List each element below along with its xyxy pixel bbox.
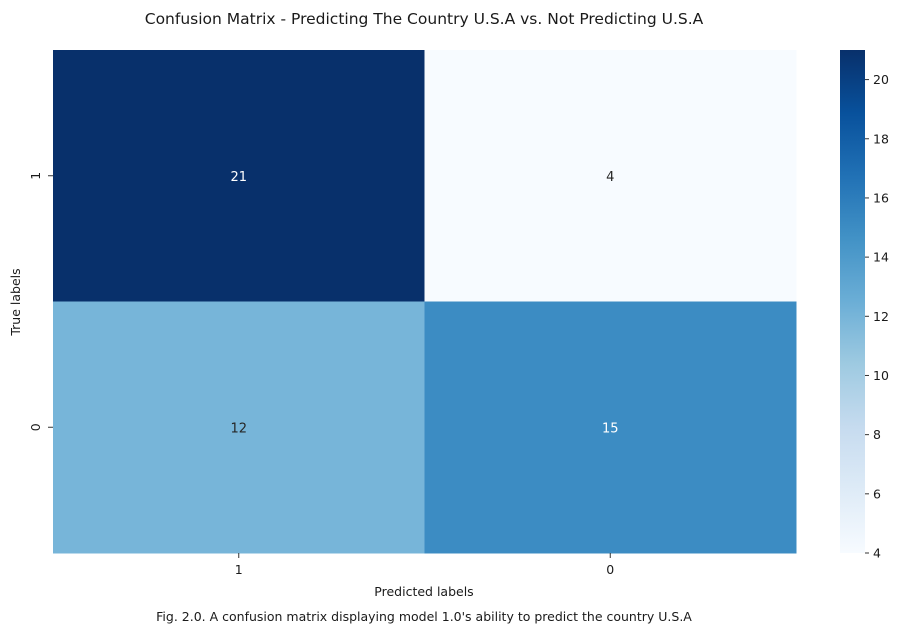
x-tick-label: 0 — [606, 562, 614, 577]
cell-value-label: 12 — [230, 421, 247, 436]
heatmap-cell — [53, 50, 425, 302]
colorbar-tick-label: 14 — [873, 250, 889, 265]
y-tick-label: 1 — [28, 172, 43, 180]
x-tick-label: 1 — [235, 562, 243, 577]
cell-value-label: 15 — [602, 421, 619, 436]
colorbar-tick-label: 4 — [873, 546, 881, 561]
chart-title: Confusion Matrix - Predicting The Countr… — [145, 10, 704, 28]
y-axis-label: True labels — [8, 268, 23, 336]
cell-value-label: 21 — [230, 170, 247, 185]
x-axis-label: Predicted labels — [374, 584, 473, 599]
colorbar-tick-label: 10 — [873, 368, 889, 383]
heatmap-cell — [424, 50, 797, 302]
figure-caption: Fig. 2.0. A confusion matrix displaying … — [156, 609, 692, 624]
y-axis-ticks: 10 — [28, 172, 53, 431]
colorbar-ticks: 4 6 8 10 12 14 16 18 20 — [865, 72, 889, 561]
cell-value-label: 4 — [606, 170, 614, 185]
colorbar-tick-label: 16 — [873, 190, 889, 205]
heatmap-cell — [424, 301, 797, 554]
heatmap-cells — [53, 50, 797, 554]
colorbar-tick-label: 6 — [873, 486, 881, 501]
y-tick-label: 0 — [28, 423, 43, 431]
colorbar-tick-label: 20 — [873, 72, 889, 87]
colorbar-tick-label: 12 — [873, 309, 889, 324]
colorbar-tick-label: 8 — [873, 427, 881, 442]
colorbar-tick-label: 18 — [873, 131, 889, 146]
heatmap-cell — [53, 301, 425, 554]
heatmap-annotations: 21 4 12 15 — [230, 170, 618, 437]
colorbar — [840, 50, 865, 553]
